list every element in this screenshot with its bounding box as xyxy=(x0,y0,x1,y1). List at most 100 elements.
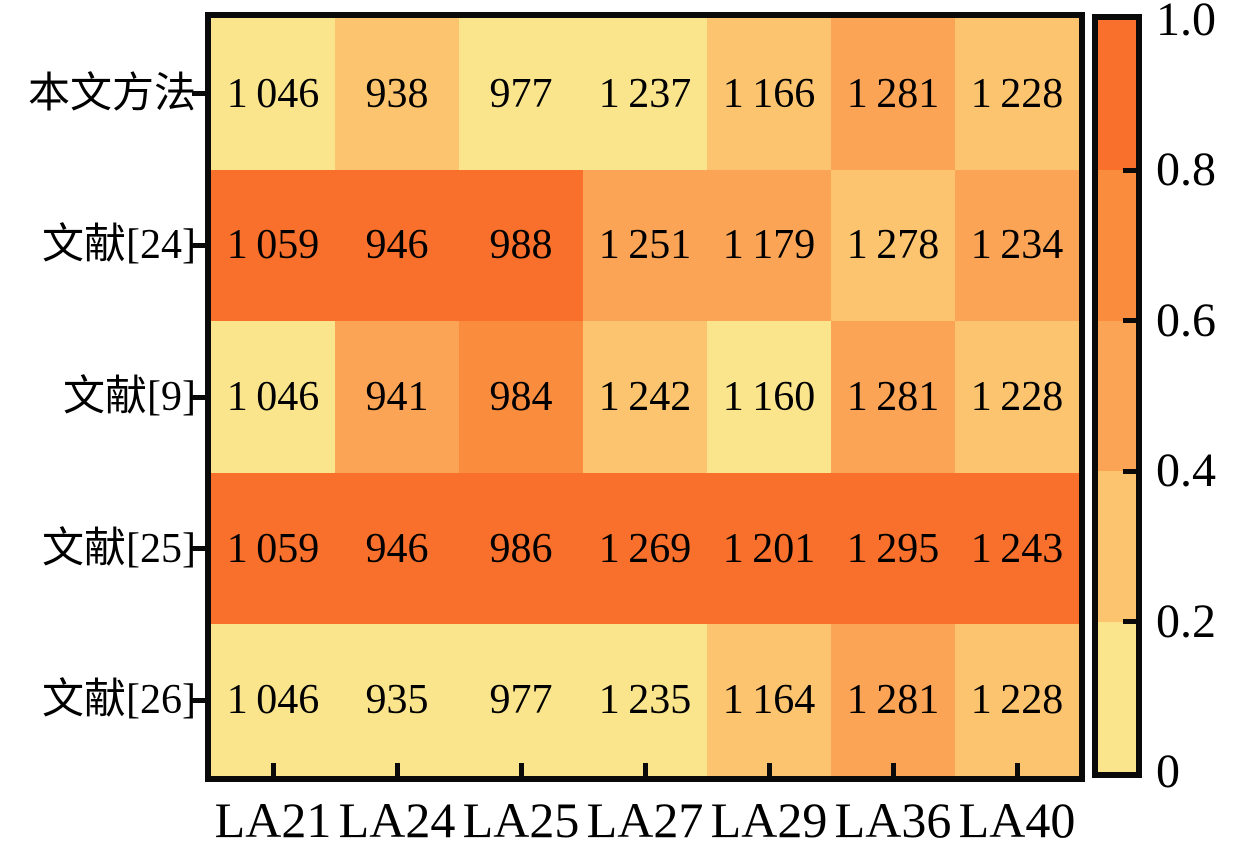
heatmap-cell-value: 988 xyxy=(489,222,553,269)
colorbar-tick-label: 0.8 xyxy=(1156,143,1216,197)
heatmap-cell-value: 986 xyxy=(489,525,553,572)
heatmap-cell: 1 046 xyxy=(211,18,335,170)
heatmap-cell-value: 1 251 xyxy=(598,222,692,269)
column-label: LA25 xyxy=(462,792,580,844)
heatmap-cell: 1 046 xyxy=(211,624,335,776)
colorbar-band xyxy=(1098,20,1136,171)
heatmap-cell-value: 938 xyxy=(365,70,429,117)
x-axis-tick xyxy=(766,763,772,776)
heatmap-cell: 941 xyxy=(335,321,459,473)
x-axis-tick xyxy=(1014,763,1020,776)
heatmap-cell-value: 1 201 xyxy=(722,525,816,572)
colorbar-tick-label: 0 xyxy=(1156,745,1180,798)
heatmap-cell-value: 1 243 xyxy=(970,525,1064,572)
heatmap-cell: 1 046 xyxy=(211,321,335,473)
x-axis-tick xyxy=(394,763,400,776)
heatmap-cell: 1 237 xyxy=(583,18,707,170)
heatmap-cell: 1 164 xyxy=(707,624,831,776)
heatmap-cell-value: 1 228 xyxy=(970,70,1064,117)
heatmap-cell: 986 xyxy=(459,472,583,625)
heatmap-cell-value: 1 228 xyxy=(970,373,1064,420)
heatmap-cell: 977 xyxy=(459,18,583,170)
heatmap-cell: 1 228 xyxy=(955,18,1079,170)
heatmap-cell: 1 059 xyxy=(211,169,335,322)
column-label: LA40 xyxy=(958,792,1076,844)
x-axis-tick xyxy=(642,763,648,776)
heatmap-cell: 1 251 xyxy=(583,169,707,322)
heatmap-cell-value: 1 059 xyxy=(226,525,320,572)
colorbar-band xyxy=(1098,320,1136,472)
heatmap-cell: 935 xyxy=(335,624,459,776)
heatmap-cell: 1 179 xyxy=(707,169,831,322)
heatmap-cell-value: 935 xyxy=(365,677,429,724)
x-axis-tick xyxy=(518,763,524,776)
heatmap-cell-value: 1 059 xyxy=(226,222,320,269)
column-label: LA24 xyxy=(338,792,456,844)
column-label: LA29 xyxy=(710,792,828,844)
colorbar-tick-label: 0.4 xyxy=(1156,444,1216,498)
y-axis-tick xyxy=(192,91,205,97)
row-label: 文献[9] xyxy=(63,374,196,420)
heatmap-cell: 1 281 xyxy=(831,624,955,776)
heatmap-cell: 977 xyxy=(459,624,583,776)
heatmap-cell: 946 xyxy=(335,472,459,625)
colorbar-band xyxy=(1098,471,1136,622)
heatmap-cell-value: 1 164 xyxy=(722,677,816,724)
heatmap-cell-value: 1 179 xyxy=(722,222,816,269)
heatmap-cell: 1 160 xyxy=(707,321,831,473)
heatmap-cell: 946 xyxy=(335,169,459,322)
heatmap-cell: 1 059 xyxy=(211,472,335,625)
heatmap-cell: 1 201 xyxy=(707,472,831,625)
heatmap-cell-value: 1 160 xyxy=(722,373,816,420)
heatmap-cell-value: 1 281 xyxy=(846,373,940,420)
heatmap-cell-value: 1 234 xyxy=(970,222,1064,269)
colorbar-band xyxy=(1098,170,1136,321)
heatmap-cell-value: 977 xyxy=(489,677,553,724)
row-label: 文献[24] xyxy=(42,222,196,269)
heatmap-cell-value: 946 xyxy=(365,222,429,269)
heatmap-cell-value: 1 237 xyxy=(598,70,692,117)
heatmap-grid: 1 046 938 977 1 237 1 166 1 281 1 228 1 059 946 9… xyxy=(211,18,1079,776)
colorbar-tick-label: 0.6 xyxy=(1156,293,1216,347)
y-axis-tick xyxy=(192,546,205,552)
colorbar-tick xyxy=(1123,318,1136,324)
x-axis-tick xyxy=(270,763,276,776)
column-label: LA21 xyxy=(214,792,332,844)
colorbar-tick-label: 0.2 xyxy=(1156,594,1216,648)
heatmap-cell: 938 xyxy=(335,18,459,170)
heatmap-cell-value: 1 046 xyxy=(226,677,320,724)
heatmap-cell: 1 243 xyxy=(955,472,1079,625)
heatmap-cell-value: 1 278 xyxy=(846,222,940,269)
colorbar-tick xyxy=(1123,167,1136,173)
y-axis-tick xyxy=(192,242,205,248)
heatmap-cell-value: 1 046 xyxy=(226,70,320,117)
heatmap-cell: 984 xyxy=(459,321,583,473)
heatmap-cell: 1 269 xyxy=(583,472,707,625)
column-label: LA27 xyxy=(586,792,704,844)
colorbar xyxy=(1092,14,1142,778)
heatmap-cell: 988 xyxy=(459,169,583,322)
heatmap-cell-value: 1 166 xyxy=(722,70,816,117)
heatmap-cell: 1 278 xyxy=(831,169,955,322)
row-label: 文献[25] xyxy=(42,525,196,572)
heatmap-cell-value: 1 228 xyxy=(970,677,1064,724)
colorbar-tick xyxy=(1123,468,1136,474)
heatmap-cell: 1 234 xyxy=(955,169,1079,322)
heatmap-cell: 1 281 xyxy=(831,321,955,473)
row-label: 文献[26] xyxy=(42,677,196,724)
heatmap-cell: 1 228 xyxy=(955,624,1079,776)
x-axis-tick xyxy=(890,763,896,776)
colorbar-tick xyxy=(1123,619,1136,625)
heatmap-cell-value: 941 xyxy=(365,373,429,420)
heatmap-cell: 1 295 xyxy=(831,472,955,625)
heatmap-cell: 1 228 xyxy=(955,321,1079,473)
heatmap-cell-value: 1 242 xyxy=(598,373,692,420)
heatmap-cell-value: 1 235 xyxy=(598,677,692,724)
heatmap-cell: 1 166 xyxy=(707,18,831,170)
heatmap-cell-value: 1 269 xyxy=(598,525,692,572)
row-label: 本文方法 xyxy=(27,70,196,117)
heatmap-cell-value: 1 281 xyxy=(846,70,940,117)
heatmap-cell: 1 281 xyxy=(831,18,955,170)
heatmap-cell: 1 242 xyxy=(583,321,707,473)
